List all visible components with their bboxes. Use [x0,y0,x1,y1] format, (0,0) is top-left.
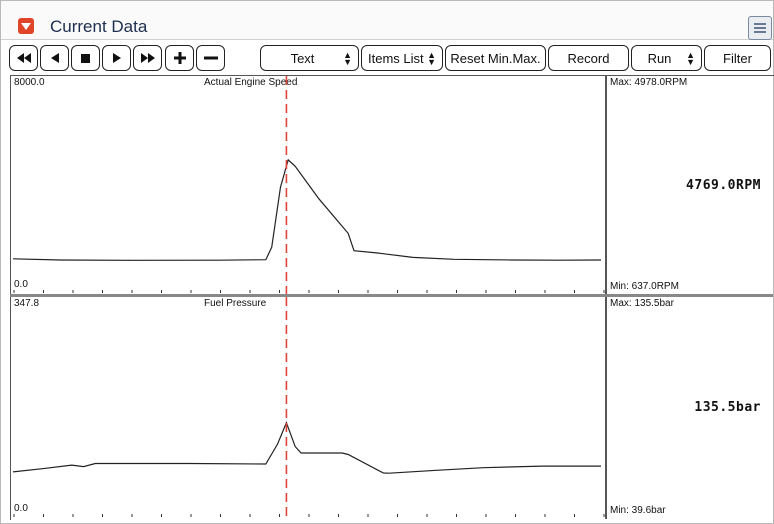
title-bar: Current Data [1,1,773,40]
step-back-icon [50,53,59,63]
current-value: 4769.0RPM [686,178,761,193]
select-arrows-icon: ▲ ▼ [427,50,436,67]
rewind-button[interactable] [9,45,38,71]
step-back-button[interactable] [40,45,69,71]
data-trace [12,421,601,474]
fast-forward-button[interactable] [133,45,162,71]
stop-icon [81,53,90,63]
play-button[interactable] [102,45,131,71]
select-arrows-icon: ▲ ▼ [686,50,695,67]
graph-area [10,75,774,520]
fuel-pressure-readout: Max: 135.5bar 135.5bar Min: 39.6bar [607,297,769,519]
graph-divider-horizontal [10,294,773,297]
graph-title: Actual Engine Speed [204,77,298,88]
display-mode-select[interactable]: Text ▲ ▼ [260,45,359,71]
bottom-scale-label: 0.0 [14,503,28,514]
graph-title: Fuel Pressure [204,298,267,309]
select-arrows-icon: ▲ ▼ [343,50,352,67]
fast-forward-icon [140,53,155,63]
play-icon [112,53,121,63]
items-list-button[interactable]: Items List ▲ ▼ [361,45,443,71]
min-value: Min: 637.0RPM [610,281,679,292]
top-scale-label: 8000.0 [14,77,45,88]
fuel-pressure-plot[interactable]: 347.8 Fuel Pressure 0.0 [11,297,605,519]
engine-speed-plot[interactable]: 8000.0 Actual Engine Speed 0.0 [11,76,605,294]
run-value: Run [647,50,672,66]
window-title: Current Data [50,17,148,36]
bottom-scale-label: 0.0 [14,279,28,290]
run-select[interactable]: Run ▲ ▼ [631,45,702,71]
toolbar: Text ▲ ▼ Items List ▲ ▼ Reset Min.Max. Rec… [1,41,773,75]
zoom-in-button[interactable] [165,45,194,71]
collapse-icon[interactable] [18,18,34,34]
engine-speed-graph [12,76,605,294]
top-scale-label: 347.8 [14,298,40,309]
plus-icon [173,52,186,64]
fuel-pressure-graph [12,297,605,518]
data-trace [12,158,602,261]
current-value: 135.5bar [694,400,761,415]
engine-speed-readout: Max: 4978.0RPM 4769.0RPM Min: 637.0RPM [607,76,769,294]
record-button[interactable]: Record [548,45,629,71]
reset-minmax-button[interactable]: Reset Min.Max. [445,45,546,71]
stop-button[interactable] [71,45,100,71]
zoom-out-button[interactable] [196,45,225,71]
display-mode-value: Text [290,50,315,66]
rewind-icon [16,53,31,63]
graph-divider-vertical [605,75,607,519]
min-value: Min: 39.6bar [610,505,666,516]
minus-icon [203,56,218,60]
items-list-label: Items List [368,50,424,66]
filter-button[interactable]: Filter [704,45,771,71]
menu-icon[interactable] [748,16,772,40]
max-value: Max: 135.5bar [610,298,674,309]
max-value: Max: 4978.0RPM [610,77,688,88]
